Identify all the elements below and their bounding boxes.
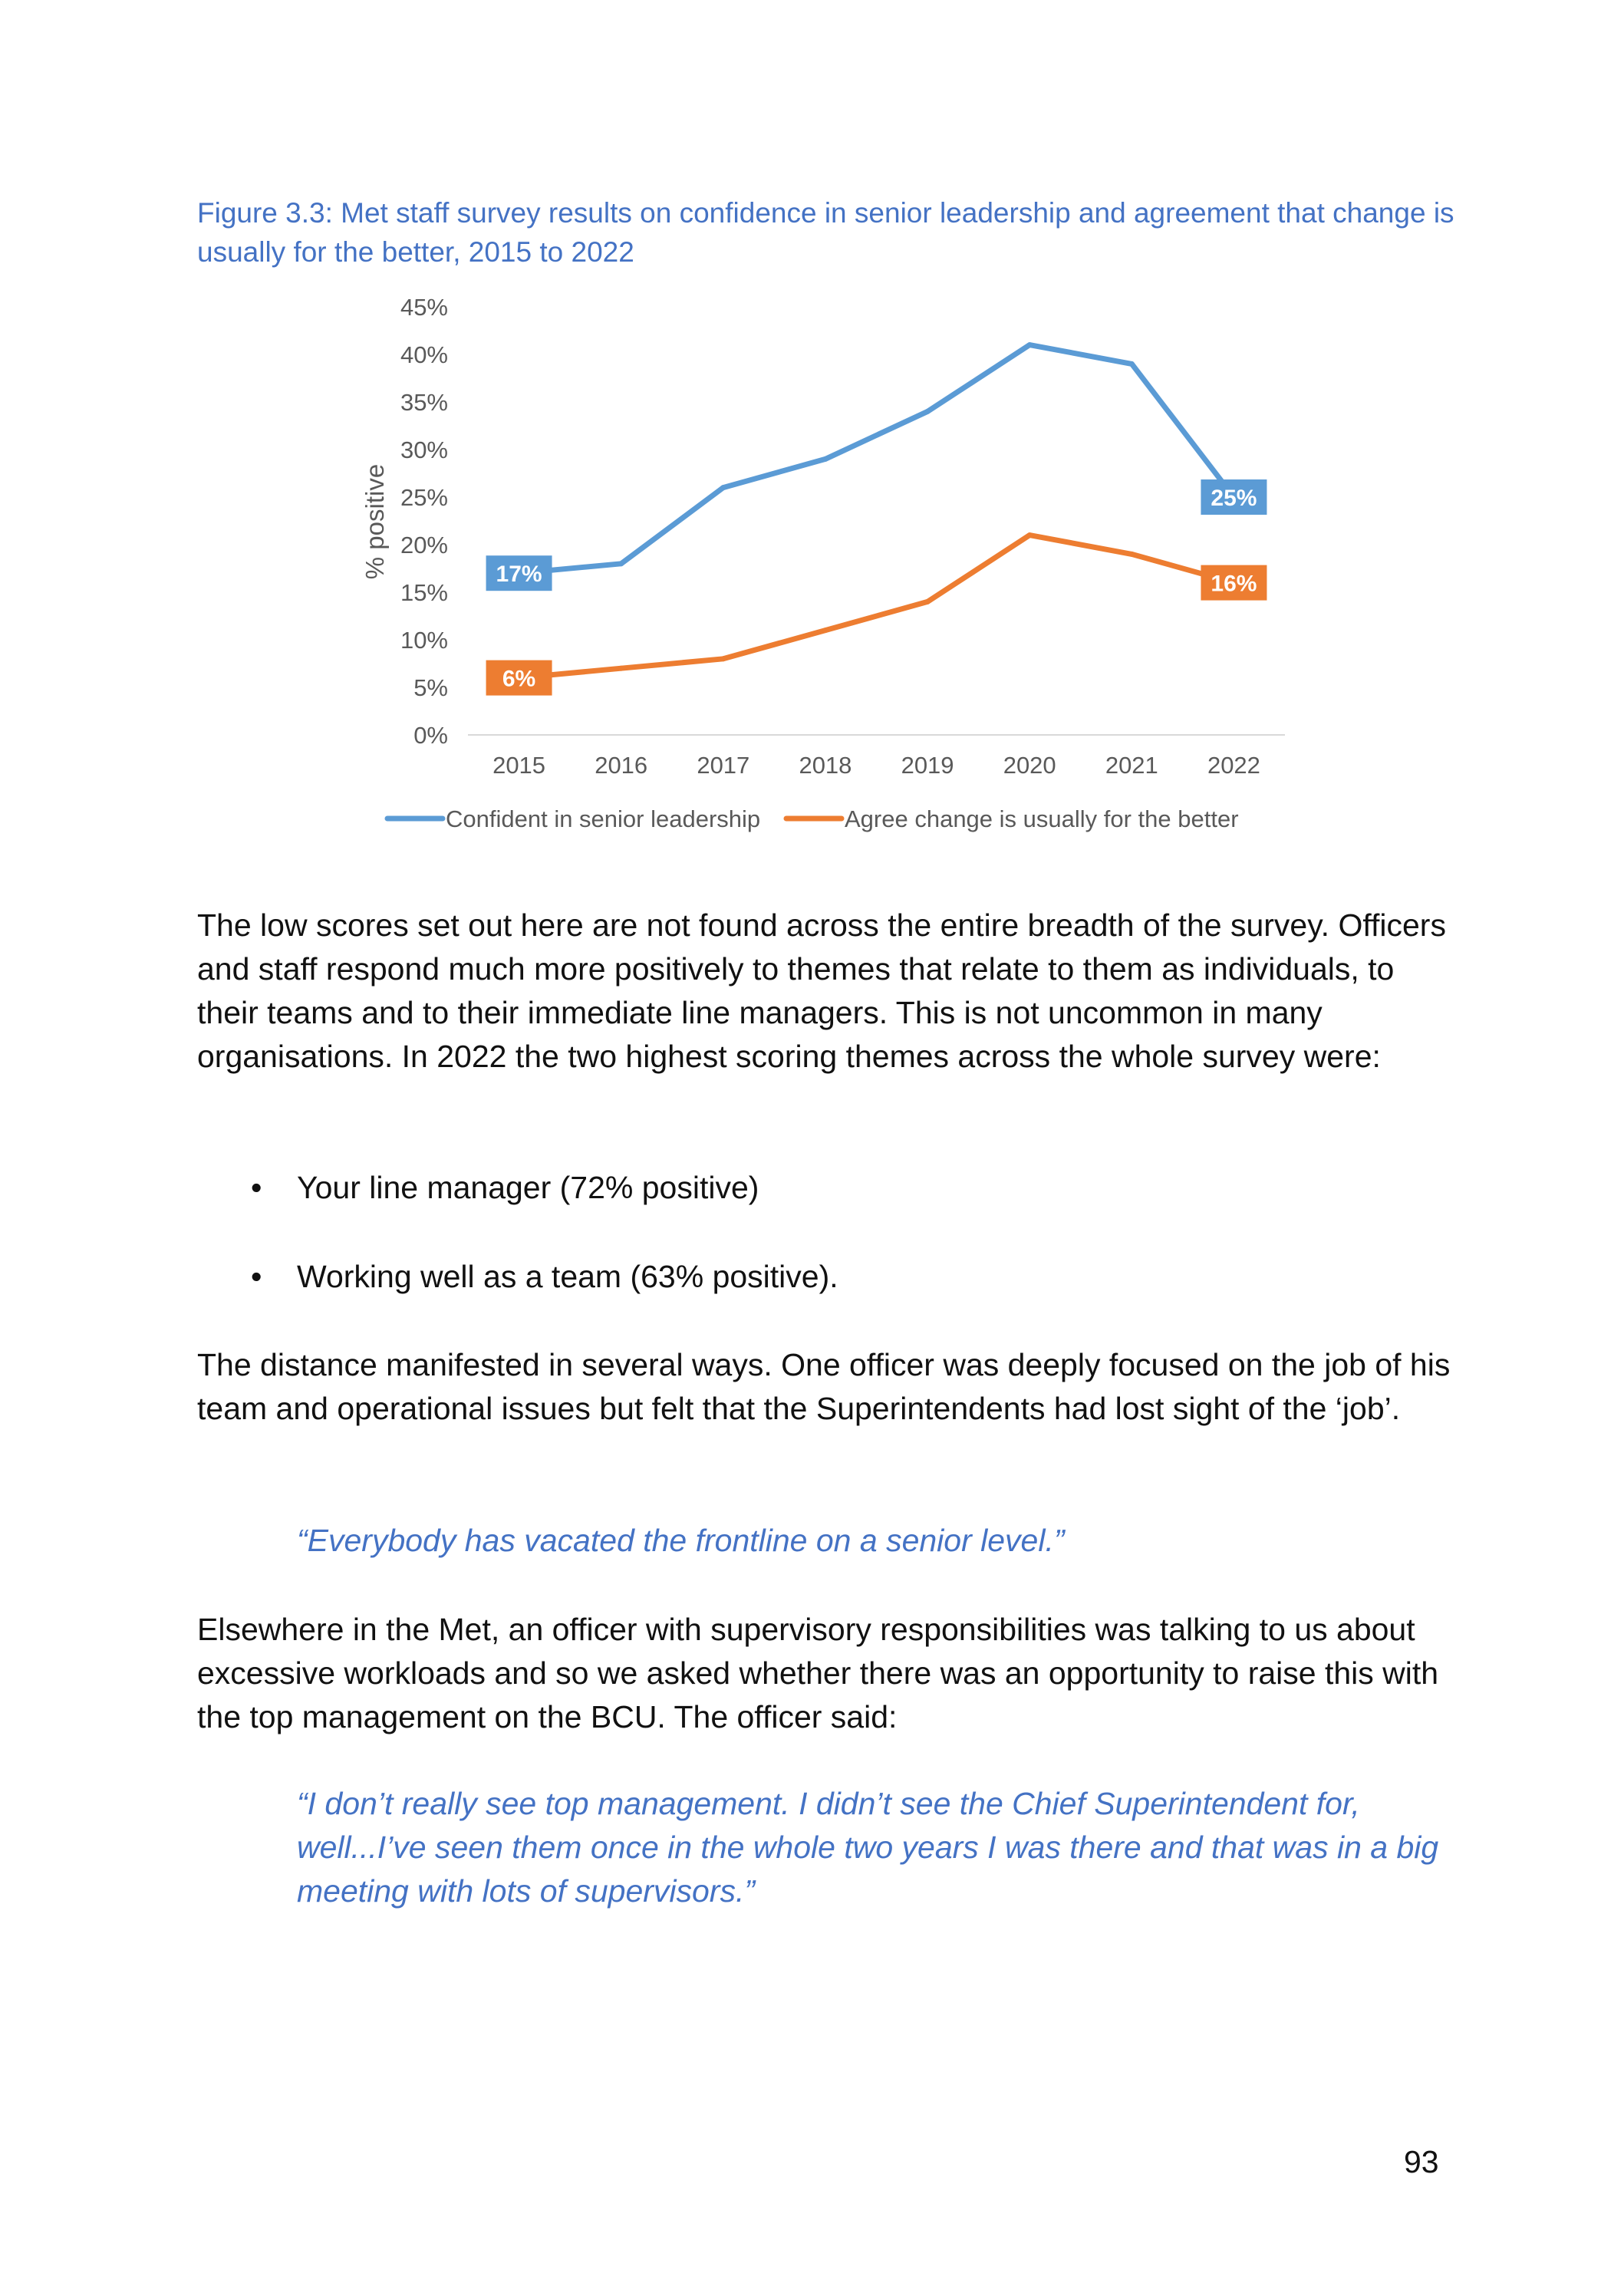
data-point: [1128, 361, 1135, 367]
line-chart: 0%5%10%15%20%25%30%35%40%45% % positive …: [361, 294, 1285, 832]
y-tick-label: 45%: [400, 294, 448, 321]
data-label: 17%: [496, 562, 542, 587]
data-label-box: [1201, 565, 1267, 601]
data-label-box: [486, 660, 552, 696]
data-labels: 17% 25% 6% 16%: [486, 479, 1267, 696]
data-point: [924, 408, 931, 414]
y-tick-label: 30%: [400, 436, 448, 463]
paragraph-2: The distance manifested in several ways.…: [197, 1347, 1451, 1426]
x-axis-tick-labels: 2015 2016 2017 2018 2019 2020 2021 2022: [492, 752, 1260, 779]
data-point: [822, 628, 828, 634]
data-point: [924, 598, 931, 604]
x-tick-label: 2018: [799, 752, 852, 779]
y-axis-title: % positive: [361, 464, 389, 579]
legend-label: Agree change is usually for the better: [845, 805, 1239, 832]
figure-caption: Figure 3.3: Met staff survey results on …: [197, 197, 1454, 268]
y-tick-label: 10%: [400, 627, 448, 654]
bullet-symbol: •: [251, 1259, 262, 1294]
paragraph-3: Elsewhere in the Met, an officer with su…: [197, 1612, 1439, 1734]
y-tick-label: 15%: [400, 579, 448, 606]
series-lines: [516, 342, 1237, 681]
y-tick-label: 40%: [400, 341, 448, 368]
chart-legend: Confident in senior leadership Agree chan…: [384, 805, 1239, 832]
data-point: [618, 665, 624, 671]
data-label-box: [1201, 479, 1267, 515]
data-point: [1128, 551, 1135, 557]
data-point: [822, 456, 828, 462]
data-point: [1026, 342, 1033, 348]
x-tick-label: 2017: [697, 752, 749, 779]
quote-2: “I don’t really see top management. I di…: [297, 1786, 1439, 1909]
bullet-text: Your line manager (72% positive): [297, 1170, 759, 1205]
y-axis-tick-labels: 0% 5% 10% 15% 20% 25% 30% 35% 40% 45%: [400, 294, 448, 749]
bullet-symbol: •: [251, 1170, 262, 1205]
x-tick-label: 2016: [595, 752, 647, 779]
data-point: [1026, 532, 1033, 539]
bullet-text: Working well as a team (63% positive).: [297, 1259, 838, 1294]
data-label-box: [486, 555, 552, 591]
y-tick-label: 25%: [400, 484, 448, 511]
data-point: [720, 485, 726, 491]
data-point: [618, 561, 624, 567]
quote-1: “Everybody has vacated the frontline on …: [297, 1523, 1065, 1558]
x-tick-label: 2021: [1105, 752, 1158, 779]
y-tick-label: 5%: [413, 674, 448, 701]
page-number: 93: [1404, 2144, 1439, 2179]
x-tick-label: 2022: [1207, 752, 1260, 779]
x-tick-label: 2020: [1003, 752, 1056, 779]
data-label: 25%: [1211, 486, 1257, 511]
x-tick-label: 2019: [901, 752, 954, 779]
data-point: [720, 656, 726, 662]
y-tick-label: 20%: [400, 532, 448, 558]
paragraph-1: The low scores set out here are not foun…: [197, 908, 1446, 1074]
y-tick-label: 35%: [400, 389, 448, 416]
legend-label: Confident in senior leadership: [446, 805, 760, 832]
x-tick-label: 2015: [492, 752, 545, 779]
y-tick-label: 0%: [413, 722, 448, 749]
data-label: 6%: [502, 667, 535, 692]
series-line-1: [516, 342, 1237, 576]
series-line-2: [516, 532, 1237, 681]
data-label: 16%: [1211, 572, 1257, 597]
